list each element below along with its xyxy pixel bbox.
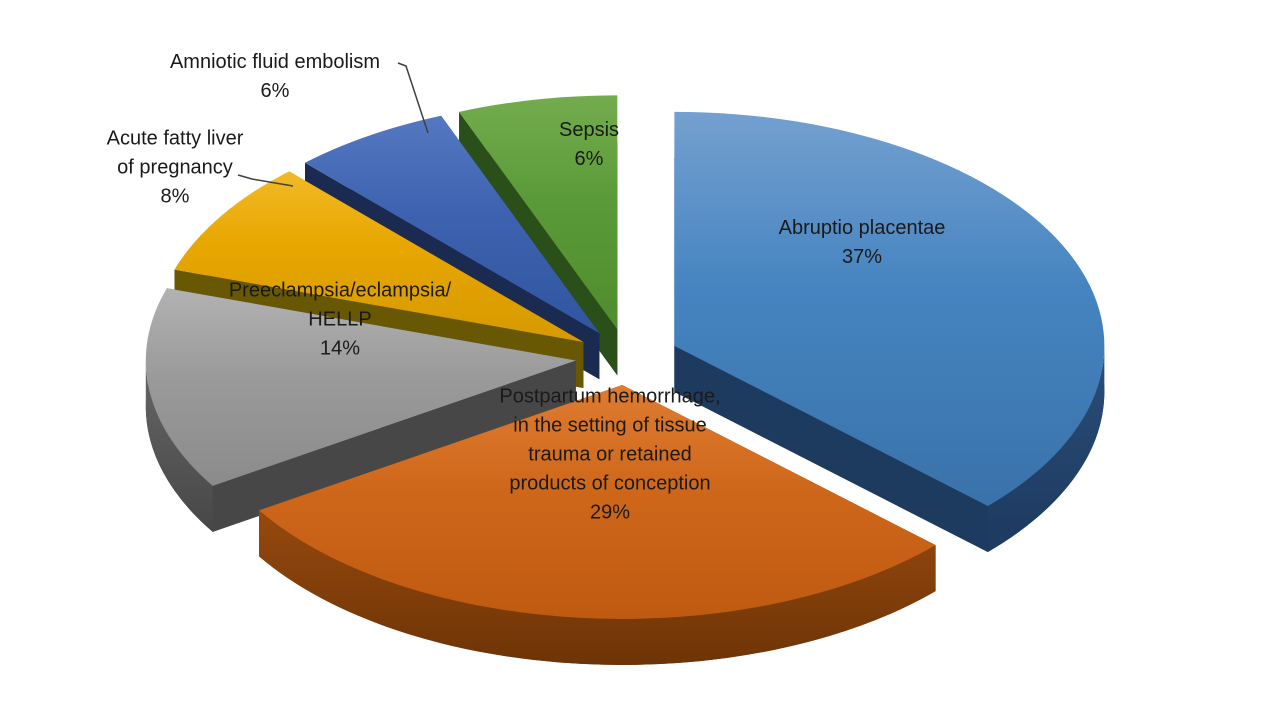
slice-label-line: Sepsis xyxy=(558,119,620,141)
slice-label-abruptio-placentae: Abruptio placentae 37% xyxy=(779,214,946,272)
label-leader-line xyxy=(397,62,429,134)
slice-label-line: trauma or retained xyxy=(528,443,692,466)
slice-label-line: 8% xyxy=(160,185,190,208)
slice-label-postpartum-hemorrhage-in-the-setting-of-tissue-trauma-or-retained-products-of-conception: Postpartum hemorrhage, in the setting of … xyxy=(499,383,720,528)
slice-top-face xyxy=(174,171,584,342)
slice-label-preeclampsia-eclampsia-hellp: Preeclampsia/eclampsia/HELLP 14% xyxy=(229,277,451,364)
slice-label-line: Preeclampsia/eclampsia/ xyxy=(228,279,452,302)
slice-cut-face xyxy=(674,345,988,553)
slice-label-line: 14% xyxy=(319,337,361,360)
slice-label-line: 29% xyxy=(589,501,631,524)
slice-top-face xyxy=(259,384,936,619)
slice-top-face xyxy=(304,115,600,334)
slice-label-line: products of conception xyxy=(509,472,711,495)
slice-label-sepsis: Sepsis 6% xyxy=(559,116,619,174)
slice-outer-wall xyxy=(145,360,213,532)
slice-label-line: of pregnancy xyxy=(117,156,233,179)
slice-label-line: 6% xyxy=(260,80,290,102)
slice-top-face xyxy=(145,288,576,486)
label-leader-line xyxy=(237,174,294,187)
slice-label-line: Postpartum hemorrhage, xyxy=(499,385,721,408)
slice-label-amniotic-fluid-embolism: Amniotic fluid embolism 6% xyxy=(170,48,380,106)
slice-label-line: 37% xyxy=(841,246,883,268)
slice-label-line: 6% xyxy=(574,148,604,170)
slice-label-line: Acute fatty liver xyxy=(106,127,244,150)
pie-slice-postpartum-hemorrhage-in-the-setting-of-tissue-trauma-or-retained-products-of-conception[interactable] xyxy=(259,384,936,665)
slice-outer-wall xyxy=(259,510,936,665)
pie-slice-abruptio-placentae[interactable] xyxy=(674,111,1105,553)
slice-outer-wall xyxy=(987,345,1105,553)
slice-label-line: HELLP xyxy=(308,308,372,331)
pie-slice-preeclampsia-eclampsia-hellp[interactable] xyxy=(145,288,576,532)
slice-label-line: Abruptio placentae xyxy=(778,217,946,239)
slice-top-face xyxy=(674,111,1105,507)
slice-label-line: in the setting of tissue xyxy=(513,414,707,437)
slice-top-face xyxy=(459,95,618,330)
slice-cut-face xyxy=(212,360,576,532)
slice-label-line: Amniotic fluid embolism xyxy=(169,51,381,73)
slice-label-acute-fatty-liver-of-pregnancy: Acute fatty liver of pregnancy 8% xyxy=(107,125,244,212)
